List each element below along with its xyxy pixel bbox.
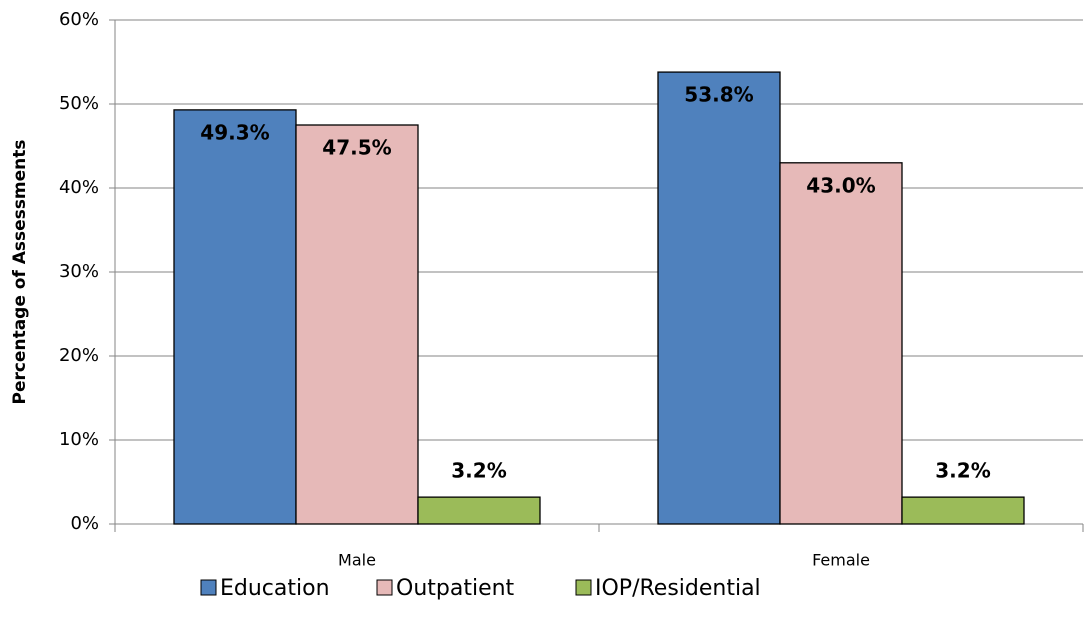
bar — [901, 496, 1025, 525]
bar — [295, 124, 419, 525]
legend-label: IOP/Residential — [595, 576, 761, 601]
x-tick-label: Female — [812, 551, 870, 570]
y-tick-label: 10% — [59, 429, 99, 450]
legend-swatch — [200, 579, 217, 596]
value-label: 49.3% — [200, 120, 269, 144]
value-label: 43.0% — [806, 173, 875, 197]
bar — [657, 71, 781, 525]
bar — [173, 109, 297, 525]
value-label: 47.5% — [322, 136, 391, 160]
y-tick-label: 0% — [70, 513, 99, 534]
legend-swatch — [575, 579, 592, 596]
y-tick-label: 20% — [59, 345, 99, 366]
bar — [417, 496, 541, 525]
value-label: 3.2% — [451, 459, 506, 483]
bar — [779, 162, 903, 525]
x-tick-label: Male — [338, 551, 376, 570]
value-label: 53.8% — [684, 83, 753, 107]
y-tick-label: 60% — [59, 9, 99, 30]
y-tick-label: 50% — [59, 93, 99, 114]
legend-label: Education — [220, 576, 330, 601]
y-tick-label: 30% — [59, 261, 99, 282]
value-label: 3.2% — [935, 459, 990, 483]
legend-swatch — [376, 579, 393, 596]
y-tick-label: 40% — [59, 177, 99, 198]
legend-label: Outpatient — [396, 576, 515, 601]
y-axis-label: Percentage of Assessments — [10, 139, 30, 404]
